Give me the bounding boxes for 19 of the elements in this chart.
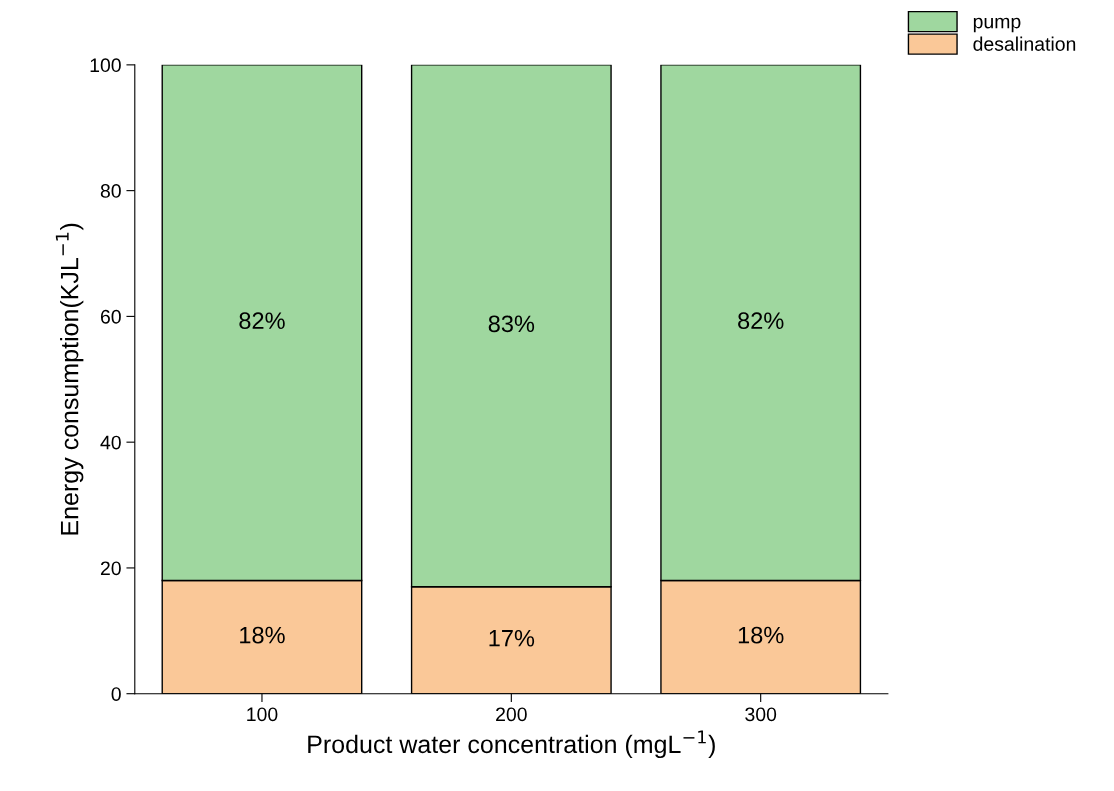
y-tick-label: 20 [100,561,121,576]
data-label: 18% [738,626,784,644]
x-axis-title: Product water concentration (mgL$^{−1}$) [308,730,715,759]
y-axis-title: Energy consumption(KJL$^{−1}$) [55,223,84,535]
x-tick-label: 300 [745,707,777,722]
x-tick-label: 200 [496,707,527,722]
x-tick-label: 100 [247,707,278,722]
y-tick-label: 0 [111,687,121,701]
data-label: 83% [488,315,535,333]
y-tick-label: 60 [100,309,121,324]
data-label: 82% [239,312,285,330]
legend-label: desalination [973,36,1076,51]
y-tick-label: 100 [90,58,121,73]
data-label: 18% [240,626,285,644]
data-label: 82% [738,312,784,330]
y-tick-label: 80 [100,184,121,198]
data-label: 17% [489,629,535,647]
legend-label: pump [973,17,1021,33]
y-tick-label: 40 [100,435,121,450]
